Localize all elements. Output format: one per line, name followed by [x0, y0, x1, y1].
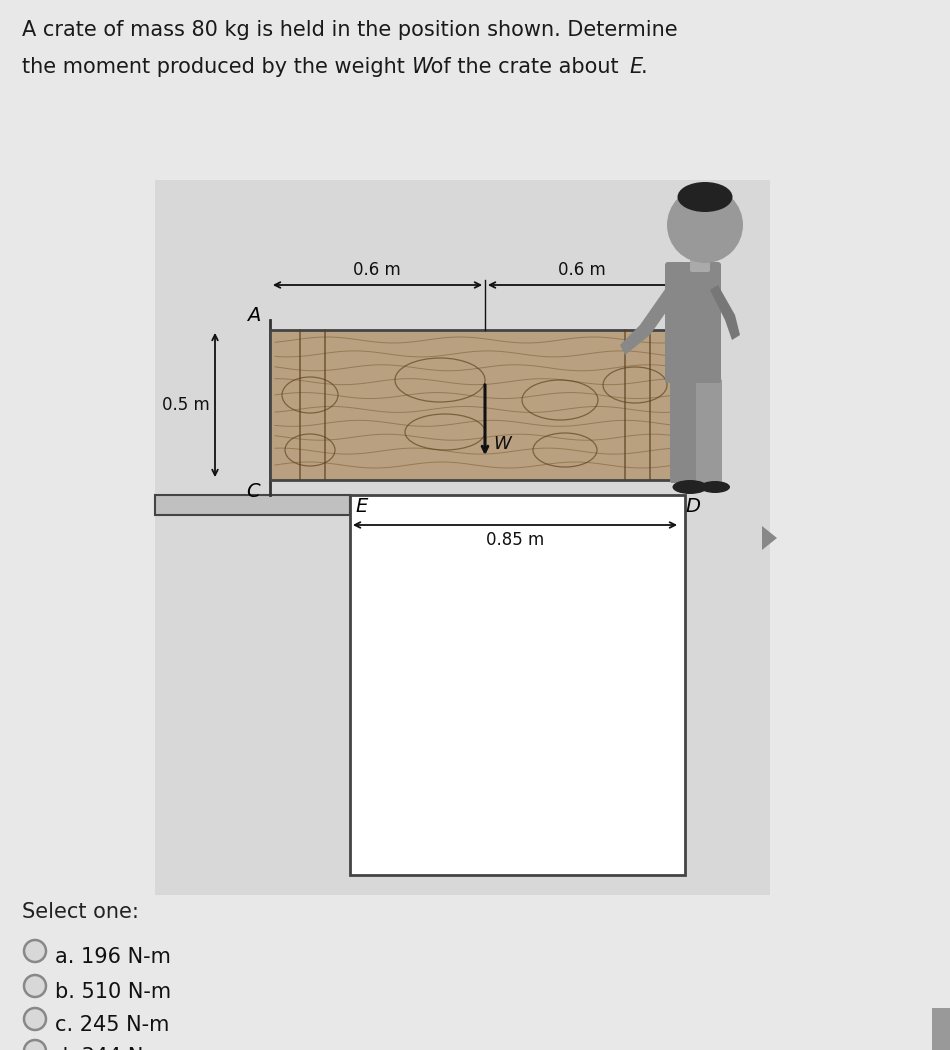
FancyBboxPatch shape — [696, 379, 722, 483]
Bar — [155, 180, 770, 895]
Text: E: E — [629, 57, 642, 77]
Text: W: W — [412, 57, 432, 77]
Ellipse shape — [677, 182, 732, 212]
Text: a. 196 N-m: a. 196 N-m — [55, 947, 171, 967]
Text: b. 510 N-m: b. 510 N-m — [55, 982, 171, 1002]
Text: E: E — [355, 497, 368, 516]
Text: .: . — [641, 57, 648, 77]
Text: 0.85 m: 0.85 m — [485, 531, 544, 549]
Circle shape — [24, 1008, 46, 1030]
FancyBboxPatch shape — [690, 250, 710, 272]
Text: 0.6 m: 0.6 m — [559, 261, 606, 279]
Bar — [350, 495, 685, 875]
Text: A: A — [247, 306, 260, 326]
Circle shape — [667, 187, 743, 262]
Circle shape — [24, 1040, 46, 1050]
Text: 0.5 m: 0.5 m — [162, 396, 210, 414]
FancyBboxPatch shape — [665, 262, 721, 383]
Circle shape — [24, 975, 46, 998]
Text: of the crate about: of the crate about — [424, 57, 625, 77]
Text: C: C — [246, 482, 260, 501]
Ellipse shape — [673, 480, 708, 494]
Text: D: D — [685, 497, 700, 516]
Ellipse shape — [700, 481, 730, 494]
Circle shape — [24, 940, 46, 962]
Text: B: B — [690, 306, 703, 326]
Bar — [155, 495, 350, 514]
Bar — [932, 1008, 950, 1050]
FancyBboxPatch shape — [670, 379, 696, 483]
Text: 0.6 m: 0.6 m — [353, 261, 401, 279]
Text: c. 245 N-m: c. 245 N-m — [55, 1015, 169, 1035]
Polygon shape — [620, 285, 678, 355]
Text: the moment produced by the weight: the moment produced by the weight — [22, 57, 411, 77]
Text: d. 344 N-m: d. 344 N-m — [55, 1047, 171, 1050]
Bar — [270, 330, 680, 480]
Text: A crate of mass 80 kg is held in the position shown. Determine: A crate of mass 80 kg is held in the pos… — [22, 20, 677, 40]
Polygon shape — [762, 526, 777, 550]
Polygon shape — [710, 285, 740, 340]
Text: Select one:: Select one: — [22, 902, 139, 922]
Text: W: W — [493, 435, 511, 453]
